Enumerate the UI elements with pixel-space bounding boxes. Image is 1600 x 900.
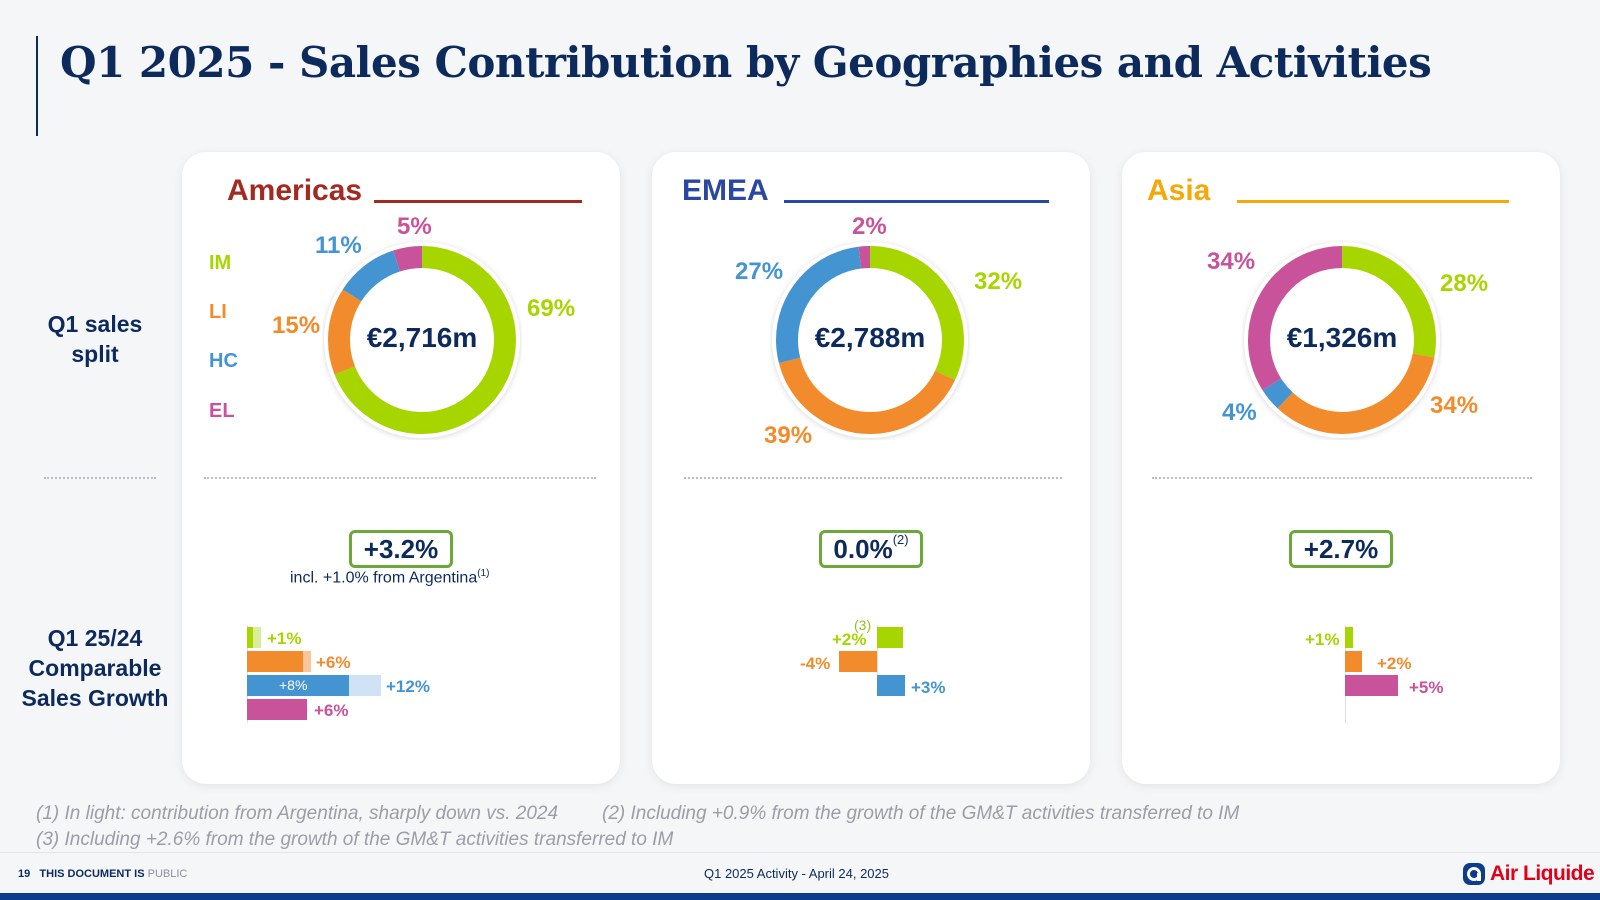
growth-box-emea: 0.0% (2) — [819, 530, 923, 568]
bar-label-americas-el: +6% — [314, 701, 349, 720]
pct-asia-li: 34% — [1430, 392, 1479, 419]
doc-classification: PUBLIC — [147, 868, 188, 880]
donut-asia — [1244, 242, 1440, 438]
footer-page-info: 19 THIS DOCUMENT IS PUBLIC — [18, 868, 187, 880]
growth-value-emea: 0.0% — [833, 533, 893, 564]
bar-americas-im — [247, 627, 253, 648]
logo-icon — [1463, 863, 1485, 885]
pct-emea-hc: 27% — [735, 258, 784, 285]
bar-americas-el — [247, 699, 307, 720]
legend-el: EL — [209, 400, 235, 422]
axis-americas — [247, 625, 248, 723]
logo-text: Air Liquide — [1490, 862, 1595, 885]
pct-americas-im: 69% — [527, 295, 576, 322]
pct-americas-el: 5% — [397, 213, 432, 240]
footnote-2: (2) Including +0.9% from the growth of t… — [602, 803, 1240, 824]
bar-asia-im — [1345, 627, 1353, 648]
bar-label-emea-li: -4% — [800, 654, 831, 673]
pct-asia-hc: 4% — [1222, 399, 1257, 426]
region-title-americas: Americas — [227, 174, 363, 207]
footer-center: Q1 2025 Activity - April 24, 2025 — [704, 866, 889, 881]
bar-label-americas-im: +1% — [267, 629, 302, 648]
separator-emea — [684, 477, 1062, 479]
bar-emea-im — [877, 627, 903, 648]
bar-emea-li — [839, 651, 877, 672]
footnote-1: (1) In light: contribution from Argentin… — [36, 803, 559, 824]
axis-asia — [1345, 625, 1346, 723]
pct-emea-el: 2% — [852, 213, 887, 240]
growth-note-americas: incl. +1.0% from Argentina(1) — [290, 568, 489, 587]
region-title-emea: EMEA — [682, 174, 769, 207]
donut-americas — [324, 242, 520, 438]
region-title-asia: Asia — [1147, 174, 1211, 207]
growth-box-asia: +2.7% — [1289, 530, 1393, 568]
region-line-americas — [374, 200, 582, 203]
page-title: Q1 2025 - Sales Contribution by Geograph… — [60, 38, 1432, 87]
bottom-bar — [0, 893, 1600, 900]
pct-asia-im: 28% — [1440, 270, 1489, 297]
row-label-growth: Q1 25/24 Comparable Sales Growth — [21, 625, 169, 711]
bar-asia-li — [1345, 651, 1362, 672]
donut-slice-el — [776, 246, 964, 434]
donut-slice-li — [776, 246, 964, 434]
panel-emea: EMEA €2,788m 32% 39% 27% 2% 0.0% (2) (3) … — [652, 152, 1090, 784]
growth-value-americas: +3.2% — [363, 533, 439, 564]
page-number: 19 — [18, 868, 31, 880]
donut-total-asia: €1,326m — [1286, 322, 1398, 353]
donut-total-emea: €2,788m — [814, 322, 926, 353]
donut-slice-li — [328, 246, 516, 434]
pct-americas-hc: 11% — [315, 232, 362, 259]
growth-note-text: incl. +1.0% from Argentina — [290, 569, 478, 587]
pct-emea-im: 32% — [974, 268, 1023, 295]
panel-asia: Asia €1,326m 28% 34% 4% 34% +2.7% +1% +2… — [1122, 152, 1560, 784]
title-accent-bar — [36, 36, 38, 136]
region-line-asia — [1237, 200, 1509, 203]
growth-ref-emea: (2) — [892, 531, 909, 547]
bar-label-emea-hc: +3% — [911, 678, 946, 697]
pct-asia-el: 34% — [1207, 248, 1256, 275]
growth-value-asia: +2.7% — [1303, 533, 1379, 564]
growth-note-ref: (1) — [477, 568, 490, 579]
axis-emea — [877, 625, 878, 675]
bar-americas-hc — [247, 675, 349, 696]
bar-label-emea-im: +2% — [832, 630, 867, 649]
doc-label: THIS DOCUMENT IS — [39, 868, 145, 880]
bar-label-asia-el: +5% — [1409, 678, 1444, 697]
bar-asia-el — [1345, 675, 1398, 696]
bar-americas-li — [247, 651, 303, 672]
legend-im: IM — [209, 252, 232, 274]
bar-label-asia-li: +2% — [1377, 654, 1412, 673]
footnote-3: (3) Including +2.6% from the growth of t… — [36, 829, 674, 850]
donut-total-americas: €2,716m — [366, 322, 478, 353]
donut-slice-li — [1248, 246, 1436, 434]
air-liquide-logo: Air Liquide — [1462, 862, 1595, 886]
region-line-emea — [784, 200, 1049, 203]
bar-emea-hc — [877, 675, 905, 696]
panel-americas: Americas IM LI HC EL €2,716m 69% 15% 11%… — [182, 152, 620, 784]
separator-asia — [1152, 477, 1532, 479]
separator-left — [44, 477, 156, 479]
legend-hc: HC — [209, 350, 238, 372]
donut-slice-el — [1248, 246, 1436, 434]
bar-label-americas-li: +6% — [316, 653, 351, 672]
legend-li: LI — [209, 301, 227, 323]
growth-box-americas: +3.2% — [349, 530, 453, 568]
pct-emea-li: 39% — [764, 422, 813, 449]
donut-shadow-ring — [1244, 242, 1440, 438]
bar-label-asia-im: +1% — [1305, 630, 1340, 649]
donut-shadow-ring — [772, 242, 968, 438]
footer-rule — [0, 852, 1600, 853]
bar-ref-emea-im: (3) — [854, 617, 872, 633]
donut-slice-hc — [776, 246, 964, 434]
bar-label-americas-hc: +12% — [386, 677, 430, 696]
row-label-sales-split: Q1 sales split — [47, 311, 143, 367]
bar-inner-americas-hc: +8% — [279, 677, 308, 693]
pct-americas-li: 15% — [272, 312, 321, 339]
separator-americas — [204, 477, 596, 479]
donut-shadow-ring — [324, 242, 520, 438]
donut-emea — [772, 242, 968, 438]
donut-slice-el — [328, 246, 516, 434]
